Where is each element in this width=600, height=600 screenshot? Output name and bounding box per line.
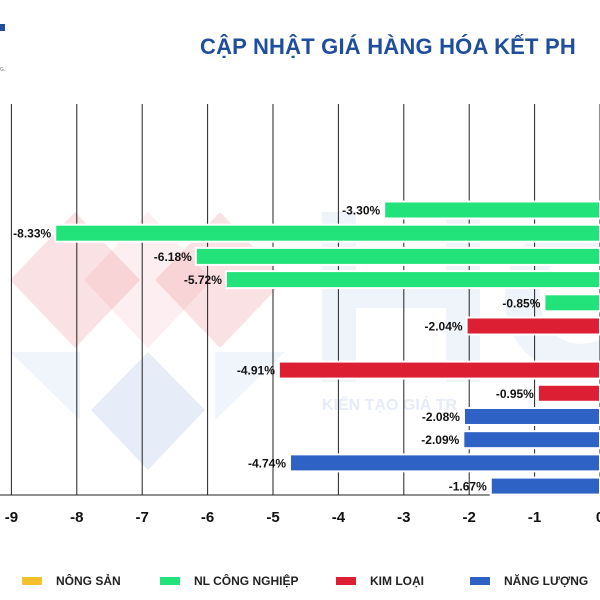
bar: [465, 316, 600, 336]
x-tick-label: -9: [5, 509, 18, 526]
bar: [383, 200, 600, 220]
bar-value-label: -2.04%: [425, 320, 463, 334]
x-tick-label: -7: [136, 509, 149, 526]
x-tick-label: -3: [397, 509, 410, 526]
x-tick-label: -8: [70, 509, 83, 526]
legend-swatch: [470, 577, 490, 585]
bar: [194, 246, 600, 266]
chart-title: CẬP NHẬT GIÁ HÀNG HÓA KẾT PH: [200, 34, 576, 59]
bar: [462, 430, 600, 450]
legend-item: NĂNG LƯỢNG: [470, 574, 588, 588]
x-tick-label: 0: [596, 509, 600, 526]
bar: [224, 270, 600, 290]
bar: [543, 293, 600, 313]
bar-value-label: -5.72%: [184, 273, 222, 287]
brand-logo: [0, 24, 5, 31]
legend-item: NL CÔNG NGHIỆP: [160, 574, 298, 588]
legend-swatch: [22, 577, 42, 585]
watermark-diamond-left: [10, 212, 140, 348]
bar: [462, 406, 600, 426]
watermark-triangle-bottom-right: [215, 352, 285, 420]
bar: [536, 383, 600, 403]
legend-label: NĂNG LƯỢNG: [504, 574, 589, 588]
watermark-diamond-right: [155, 212, 285, 348]
x-tick-label: -2: [463, 509, 476, 526]
chart-legend: NÔNG SẢN NL CÔNG NGHIỆP KIM LOẠI NĂNG LƯỢNG: [0, 574, 600, 594]
watermark-triangle-bottom-left: [10, 352, 80, 420]
watermark-diamond-center: [84, 212, 212, 348]
brand-logo-tag: G.: [0, 67, 6, 73]
x-tick-label: -6: [201, 509, 214, 526]
bar: [277, 360, 600, 380]
bar-value-label: -4.74%: [248, 456, 286, 470]
bar: [489, 476, 600, 496]
legend-item: KIM LOẠI: [336, 574, 424, 588]
x-tick-label: -5: [266, 509, 279, 526]
bar-value-label: -8.33%: [13, 227, 51, 241]
bar-value-label: -1.67%: [449, 480, 487, 494]
bar: [54, 223, 600, 243]
x-tick-label: -1: [528, 509, 541, 526]
legend-label: NL CÔNG NGHIỆP: [194, 574, 299, 588]
bar: [289, 453, 600, 473]
bar-value-label: -4.91%: [237, 364, 275, 378]
bar-value-label: -2.09%: [421, 433, 459, 447]
x-tick-label: -4: [332, 509, 346, 526]
bar-value-label: -0.95%: [496, 387, 534, 401]
bar-value-label: -6.18%: [154, 250, 192, 264]
legend-label: NÔNG SẢN: [56, 574, 121, 588]
bar-value-label: -2.08%: [422, 410, 460, 424]
legend-swatch: [336, 577, 356, 585]
bar-value-label: -3.30%: [342, 204, 380, 218]
legend-swatch: [160, 577, 180, 585]
bar-value-label: -0.85%: [502, 296, 540, 310]
watermark-tagline: KIẾN TẠO GIÁ TR: [322, 395, 458, 414]
x-axis-tick-labels: -9 -8 -7 -6 -5 -4 -3 -2 -1 0: [5, 509, 600, 526]
chart-bars: -3.30% -8.33% -6.18% -5.72% -0.85% -2.04% -4.9…: [13, 200, 600, 496]
watermark-diamond-bottom: [91, 352, 205, 470]
legend-label: KIM LOẠI: [370, 574, 424, 588]
legend-item: NÔNG SẢN: [22, 574, 121, 588]
